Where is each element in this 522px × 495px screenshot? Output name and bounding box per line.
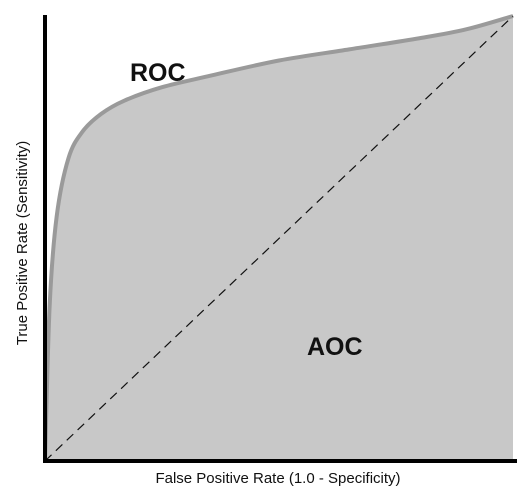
roc-annotation: ROC bbox=[130, 59, 186, 87]
aoc-annotation: AOC bbox=[307, 333, 363, 361]
roc-curve-line bbox=[43, 14, 514, 462]
x-axis-label: False Positive Rate (1.0 - Specificity) bbox=[155, 470, 400, 487]
y-axis-label: True Positive Rate (Sensitivity) bbox=[14, 141, 31, 346]
random-classifier-diagonal bbox=[44, 15, 514, 462]
